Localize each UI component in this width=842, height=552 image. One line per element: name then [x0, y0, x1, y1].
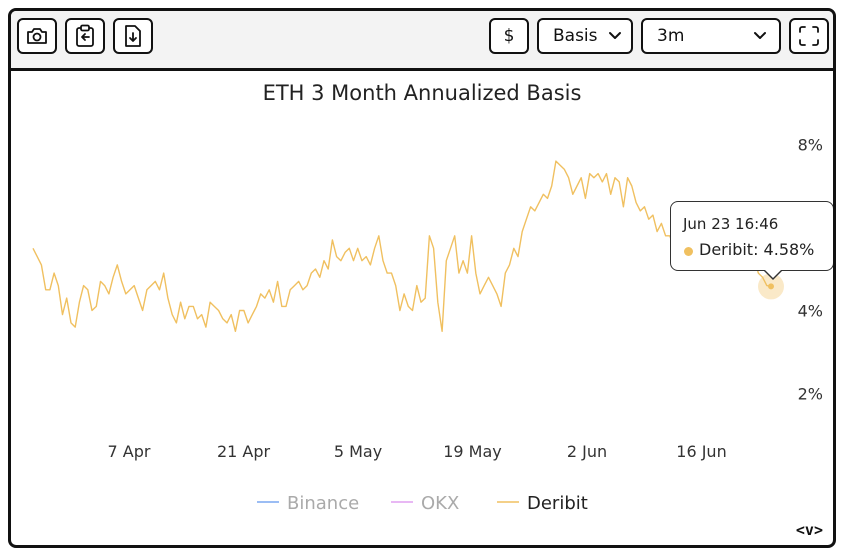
- tooltip-value: Deribit: 4.58%: [699, 240, 815, 259]
- range-select[interactable]: 3m: [641, 18, 781, 54]
- line-chart: 8% 4% 2% 7 Apr 21 Apr 5 May 19 May 2 Jun 16 Jun…: [32, 136, 823, 514]
- camera-button[interactable]: [17, 18, 57, 54]
- download-file-icon: [125, 25, 141, 47]
- chevron-down-icon: [608, 32, 621, 39]
- nav-arrows-button[interactable]: <v>: [795, 521, 823, 539]
- tooltip-time: Jun 23 16:46: [683, 215, 779, 233]
- chevron-down-icon: [754, 32, 766, 39]
- metric-select-value: Basis: [553, 26, 598, 46]
- copy-clipboard-button[interactable]: [65, 18, 105, 54]
- chart-title: ETH 3 Month Annualized Basis: [262, 81, 582, 105]
- download-button[interactable]: [113, 18, 153, 54]
- currency-label: $: [503, 26, 515, 46]
- metric-select[interactable]: Basis: [537, 18, 633, 54]
- y-tick-label: 4%: [798, 302, 823, 321]
- x-tick-label: 5 May: [334, 442, 382, 461]
- x-tick-label: 16 Jun: [676, 442, 726, 461]
- series-line-deribit[interactable]: [32, 160, 772, 332]
- legend-item-binance[interactable]: Binance: [287, 493, 359, 514]
- chart-panel: $ Basis 3m ETH 3 Month Annualized Basis …: [8, 8, 836, 548]
- fullscreen-icon: [799, 26, 819, 46]
- tooltip-arrow-fill: [764, 269, 782, 278]
- fullscreen-button[interactable]: [789, 18, 829, 54]
- currency-button[interactable]: $: [489, 18, 529, 54]
- tooltip-series-dot: [684, 247, 693, 256]
- hover-point[interactable]: [768, 283, 774, 290]
- camera-icon: [27, 28, 47, 44]
- y-tick-label: 2%: [798, 385, 823, 404]
- chart-tooltip: Jun 23 16:46 Deribit: 4.58%: [670, 201, 833, 280]
- tooltip-series-name: Deribit: [699, 240, 754, 259]
- clipboard-icon: [76, 24, 94, 47]
- x-tick-label: 2 Jun: [567, 442, 607, 461]
- legend-item-deribit[interactable]: Deribit: [527, 493, 588, 514]
- x-tick-label: 21 Apr: [217, 442, 271, 461]
- x-tick-label: 7 Apr: [108, 442, 151, 461]
- range-select-value: 3m: [657, 26, 685, 46]
- toolbar: $ Basis 3m: [11, 11, 833, 71]
- legend-item-okx[interactable]: OKX: [421, 493, 459, 514]
- tooltip-series-value: 4.58%: [763, 240, 815, 259]
- y-tick-label: 8%: [798, 136, 823, 155]
- x-tick-label: 19 May: [443, 442, 502, 461]
